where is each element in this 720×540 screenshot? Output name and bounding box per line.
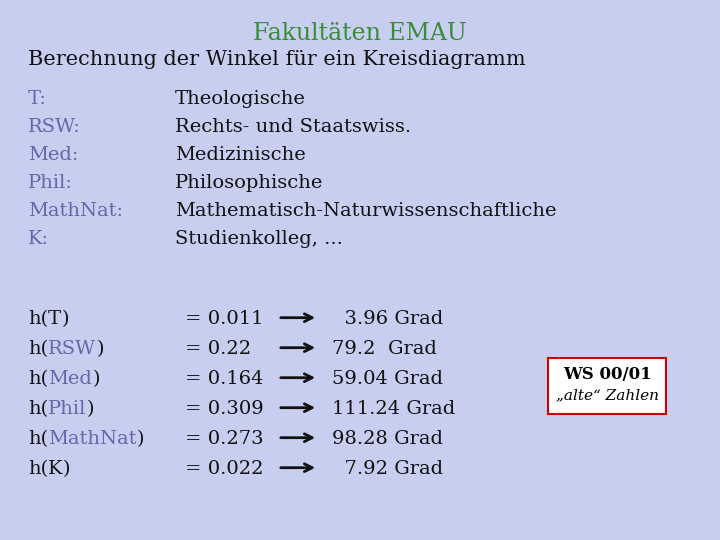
Text: Med: Med (48, 370, 92, 388)
Text: K: K (48, 460, 63, 478)
Text: = 0.273: = 0.273 (185, 430, 264, 448)
Text: = 0.309: = 0.309 (185, 400, 264, 418)
Text: h(: h( (28, 310, 48, 328)
Text: Philosophische: Philosophische (175, 174, 323, 192)
Text: h(: h( (28, 400, 48, 418)
Text: Phil: Phil (48, 400, 86, 418)
Text: 59.04 Grad: 59.04 Grad (332, 370, 443, 388)
Text: T:: T: (28, 90, 47, 108)
Text: Phil:: Phil: (28, 174, 73, 192)
Text: = 0.22: = 0.22 (185, 340, 251, 358)
Text: T: T (48, 310, 61, 328)
Text: Med:: Med: (28, 146, 78, 164)
Text: ): ) (63, 460, 71, 478)
Text: h(: h( (28, 370, 48, 388)
Text: Mathematisch-Naturwissenschaftliche: Mathematisch-Naturwissenschaftliche (175, 202, 557, 220)
Text: = 0.164: = 0.164 (185, 370, 264, 388)
Text: 111.24 Grad: 111.24 Grad (332, 400, 455, 418)
Text: ): ) (86, 400, 94, 418)
Text: ): ) (137, 430, 144, 448)
Text: = 0.011: = 0.011 (185, 310, 264, 328)
Text: ): ) (61, 310, 69, 328)
Text: Berechnung der Winkel für ein Kreisdiagramm: Berechnung der Winkel für ein Kreisdiagr… (28, 50, 526, 69)
Text: Rechts- und Staatswiss.: Rechts- und Staatswiss. (175, 118, 411, 136)
Text: 79.2  Grad: 79.2 Grad (332, 340, 437, 358)
Text: K:: K: (28, 230, 49, 248)
Text: ): ) (92, 370, 99, 388)
Text: 3.96 Grad: 3.96 Grad (332, 310, 444, 328)
Text: Theologische: Theologische (175, 90, 306, 108)
Text: Fakultäten EMAU: Fakultäten EMAU (253, 22, 467, 45)
Bar (548, 358, 666, 414)
Text: Medizinische: Medizinische (175, 146, 306, 164)
Text: WS 00/01: WS 00/01 (563, 366, 652, 383)
Text: 98.28 Grad: 98.28 Grad (332, 430, 443, 448)
Text: RSW:: RSW: (28, 118, 81, 136)
Text: h(: h( (28, 340, 48, 358)
Text: MathNat:: MathNat: (28, 202, 123, 220)
Text: „alte“ Zahlen: „alte“ Zahlen (556, 388, 659, 402)
Text: MathNat: MathNat (48, 430, 137, 448)
Text: Studienkolleg, ...: Studienkolleg, ... (175, 230, 343, 248)
Text: h(: h( (28, 460, 48, 478)
Text: = 0.022: = 0.022 (185, 460, 264, 478)
Text: RSW: RSW (48, 340, 96, 358)
Text: ): ) (96, 340, 104, 358)
Text: 7.92 Grad: 7.92 Grad (332, 460, 443, 478)
Text: h(: h( (28, 430, 48, 448)
